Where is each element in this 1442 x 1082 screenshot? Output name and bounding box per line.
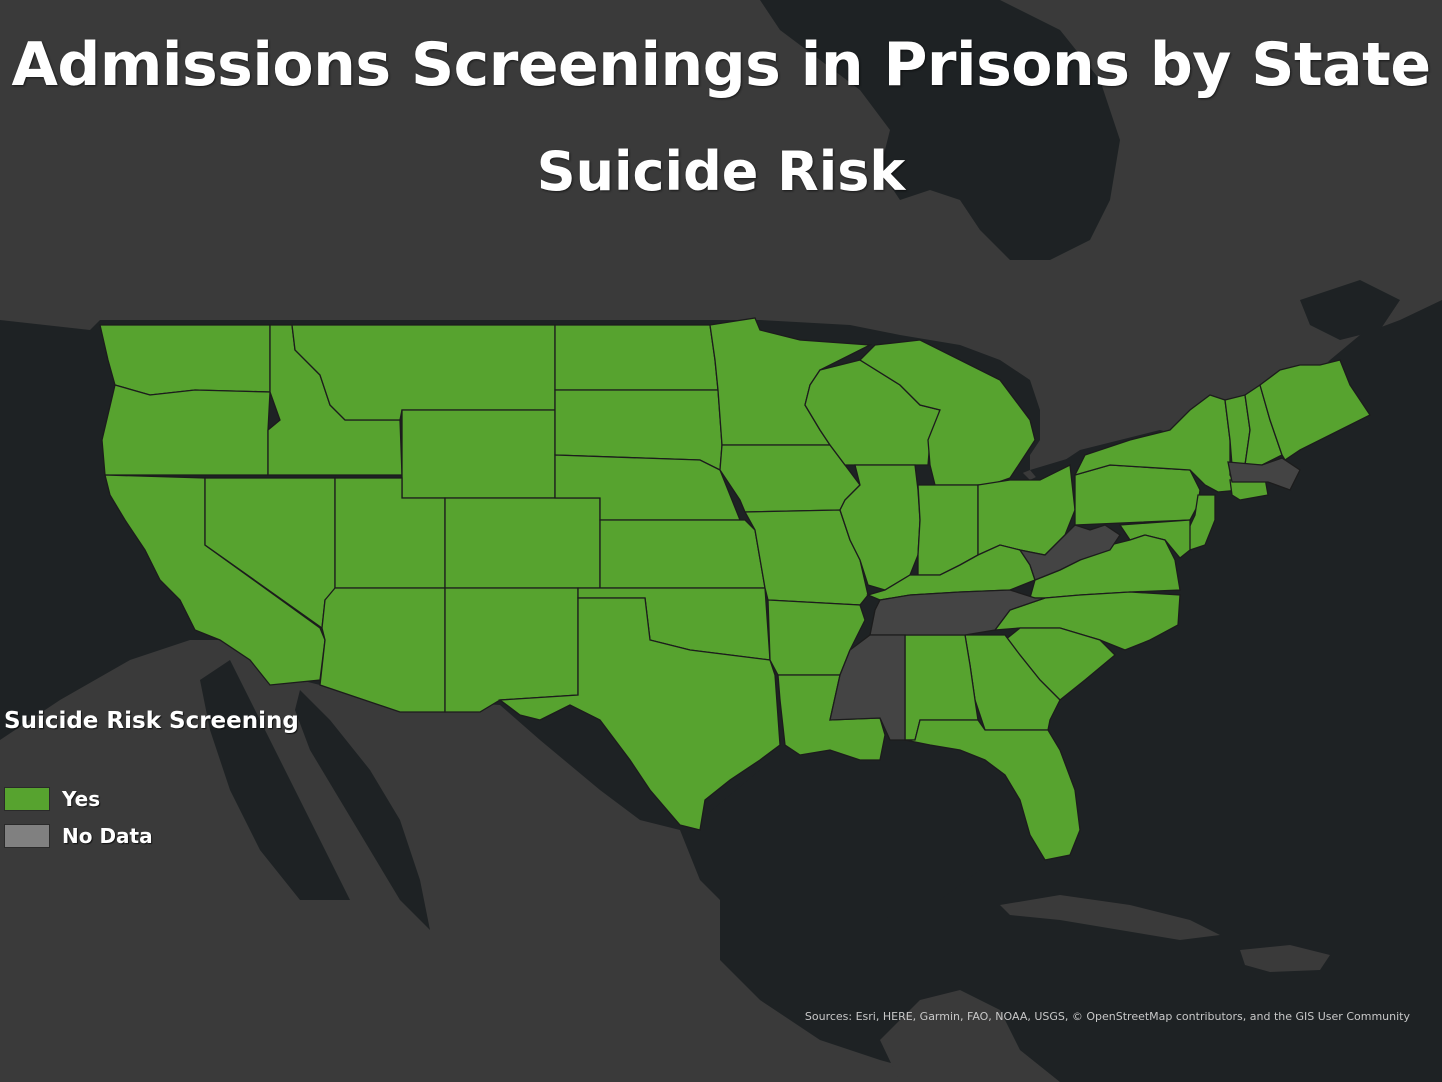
legend-item-yes: Yes bbox=[4, 780, 299, 817]
legend-swatch-yes bbox=[4, 786, 50, 811]
no-data-states[interactable] bbox=[829, 457, 1301, 741]
state-new-mexico[interactable] bbox=[444, 587, 579, 713]
state-montana[interactable] bbox=[291, 324, 556, 421]
legend-item-no-data: No Data bbox=[4, 817, 299, 854]
legend-title: Suicide Risk Screening bbox=[4, 708, 299, 734]
cuba bbox=[1000, 895, 1220, 940]
state-washington[interactable] bbox=[99, 324, 271, 396]
state-florida[interactable] bbox=[904, 719, 1081, 861]
central-america bbox=[880, 990, 1060, 1082]
state-north-dakota[interactable] bbox=[554, 324, 719, 391]
gulf-of-california bbox=[295, 690, 430, 930]
map-title: Admissions Screenings in Prisons by Stat… bbox=[11, 30, 1431, 100]
gulf-st-lawrence bbox=[1300, 280, 1400, 340]
legend-label-yes: Yes bbox=[62, 786, 101, 811]
state-maine[interactable] bbox=[1259, 359, 1371, 461]
us-states[interactable] bbox=[99, 317, 1371, 861]
state-massachusetts[interactable] bbox=[1227, 457, 1301, 491]
state-kansas[interactable] bbox=[599, 519, 766, 589]
map-attribution: Sources: Esri, HERE, Garmin, FAO, NOAA, … bbox=[804, 1010, 1410, 1023]
hispaniola bbox=[1240, 945, 1330, 972]
state-texas[interactable] bbox=[498, 597, 781, 831]
state-wyoming[interactable] bbox=[401, 409, 556, 499]
map-subtitle: Suicide Risk bbox=[536, 140, 906, 203]
hudson-bay bbox=[760, 0, 1120, 260]
legend-label-no-data: No Data bbox=[62, 823, 153, 848]
state-new-jersey[interactable] bbox=[1187, 494, 1216, 551]
state-colorado[interactable] bbox=[444, 497, 601, 589]
gulf-of-mexico bbox=[700, 740, 1020, 940]
state-mississippi[interactable] bbox=[829, 634, 906, 741]
state-pennsylvania[interactable] bbox=[1074, 464, 1201, 526]
map-legend: Suicide Risk Screening Yes No Data bbox=[4, 708, 299, 854]
state-west-virginia[interactable] bbox=[1018, 524, 1121, 581]
legend-swatch-no-data bbox=[4, 823, 50, 848]
state-oregon[interactable] bbox=[101, 384, 271, 476]
baja-ocean bbox=[200, 660, 350, 900]
